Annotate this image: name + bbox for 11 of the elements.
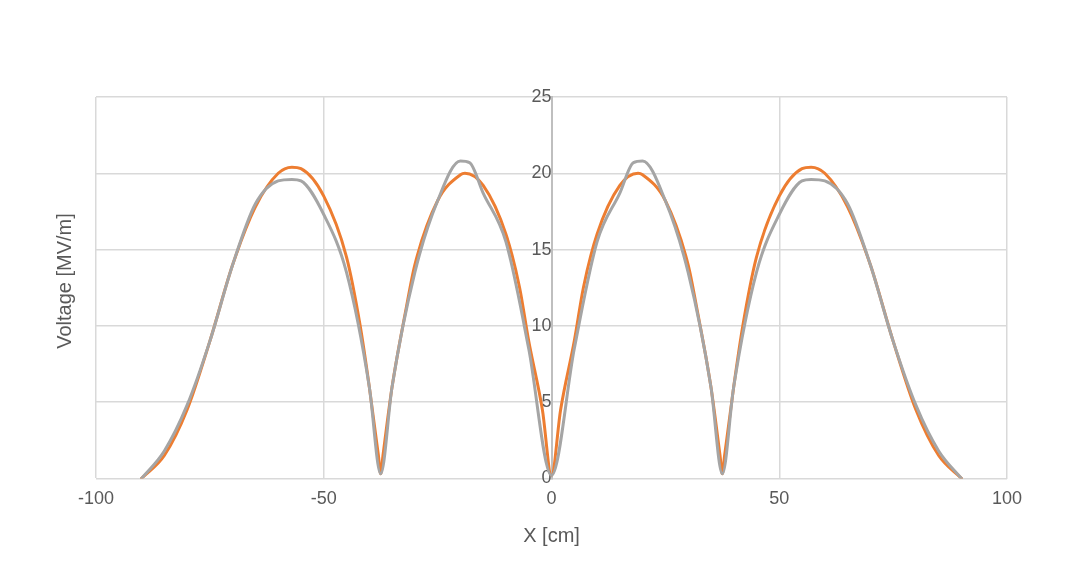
- y-axis-title: Voltage [MV/m]: [52, 213, 76, 349]
- x-tick-label: -100: [77, 488, 115, 509]
- y-tick-label: 10: [531, 314, 552, 335]
- y-tick-label: 5: [541, 391, 552, 412]
- y-tick-label: 25: [531, 85, 552, 106]
- x-tick-label: 50: [769, 488, 790, 509]
- x-tick-label: -50: [310, 488, 337, 509]
- x-tick-label: 100: [991, 488, 1023, 509]
- y-tick-label: 20: [531, 162, 552, 183]
- y-tick-label: 15: [531, 238, 552, 259]
- x-axis-title: X [cm]: [523, 523, 580, 546]
